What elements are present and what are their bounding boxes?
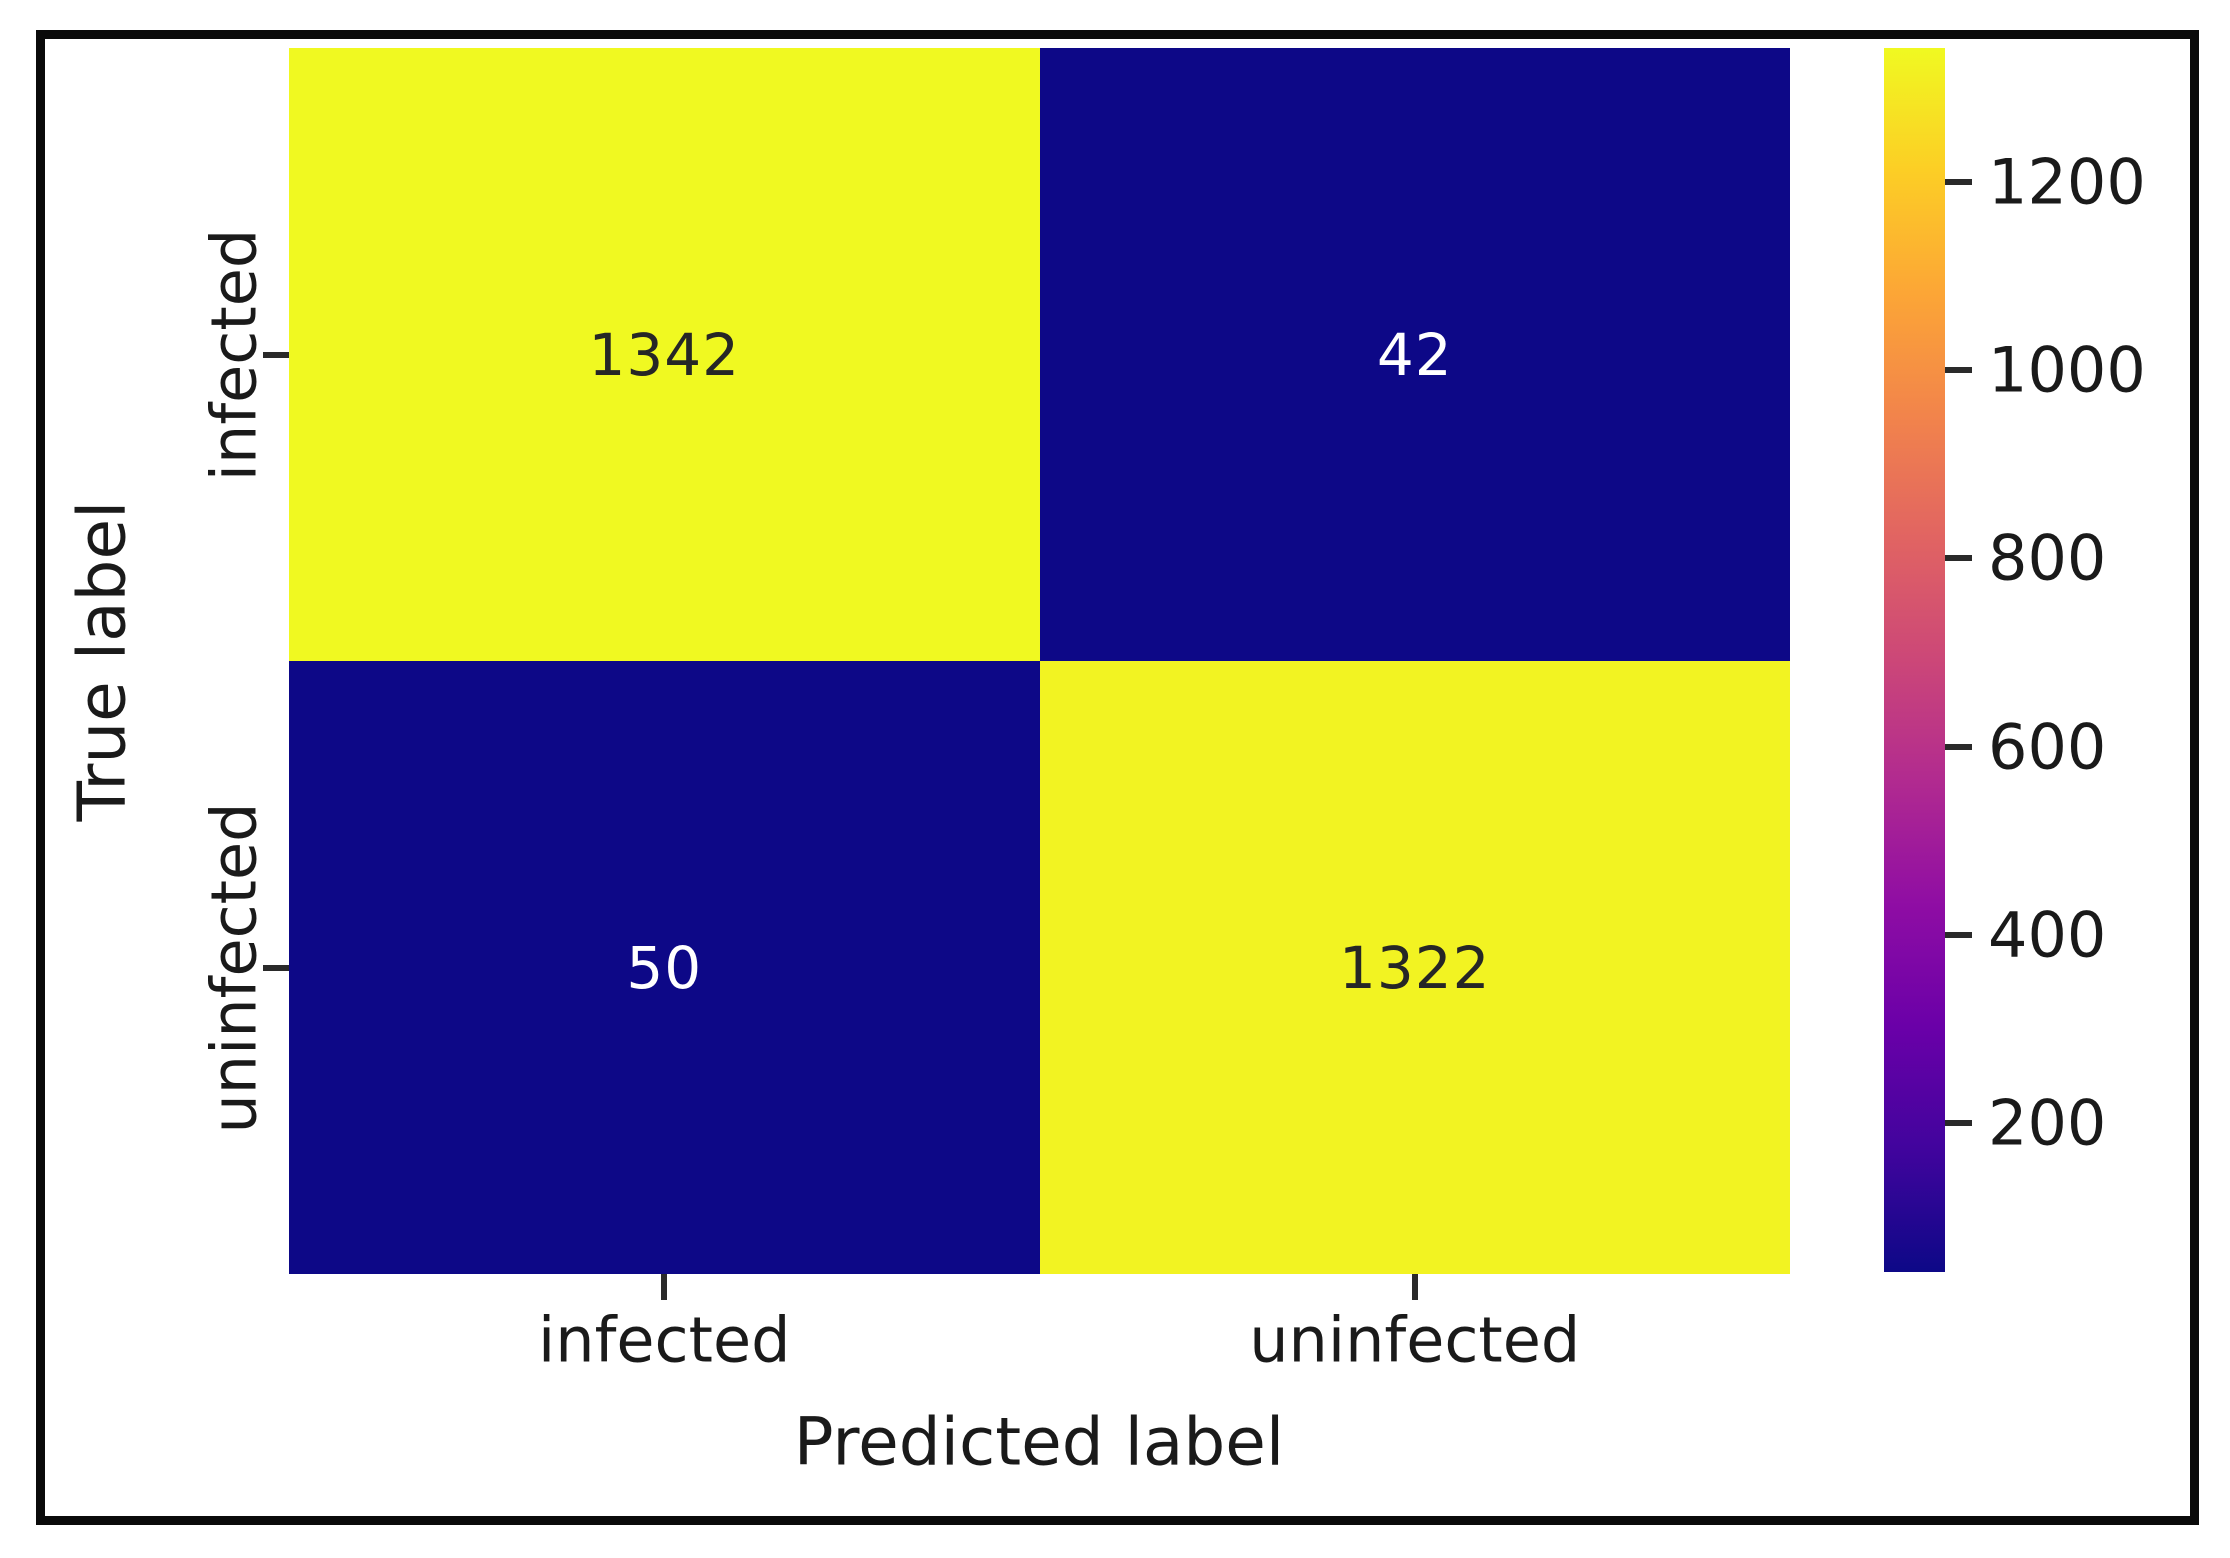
cell-value: 1342 bbox=[588, 320, 741, 389]
y-tick-label: infected bbox=[197, 228, 271, 481]
colorbar-tick-mark bbox=[1945, 1120, 1972, 1127]
x-tick-label: infected bbox=[538, 1303, 791, 1377]
heatmap-cell: 1322 bbox=[1039, 661, 1790, 1274]
y-tick-mark bbox=[263, 351, 289, 358]
colorbar-tick-label: 200 bbox=[1988, 1086, 2107, 1160]
y-axis-title: True label bbox=[63, 500, 141, 822]
heatmap-cell: 42 bbox=[1039, 48, 1790, 661]
colorbar-tick-label: 400 bbox=[1988, 898, 2107, 972]
x-tick-mark bbox=[661, 1274, 668, 1300]
cell-value: 42 bbox=[1376, 320, 1453, 389]
colorbar-tick-mark bbox=[1945, 931, 1972, 938]
y-tick-label: uninfected bbox=[197, 802, 271, 1133]
cell-value: 50 bbox=[626, 933, 703, 1002]
heatmap-cell: 1342 bbox=[289, 48, 1040, 661]
colorbar-tick-mark bbox=[1945, 178, 1972, 185]
colorbar-tick-mark bbox=[1945, 743, 1972, 750]
colorbar-tick-label: 1200 bbox=[1988, 145, 2146, 219]
y-tick-mark bbox=[263, 964, 289, 971]
colorbar-tick-mark bbox=[1945, 367, 1972, 373]
x-axis-title: Predicted label bbox=[793, 1403, 1285, 1481]
colorbar-tick-label: 600 bbox=[1988, 710, 2107, 784]
colorbar-tick-mark bbox=[1945, 555, 1972, 562]
cell-value: 1322 bbox=[1338, 933, 1491, 1002]
colorbar-tick-label: 800 bbox=[1988, 521, 2107, 595]
colorbar bbox=[1884, 48, 1945, 1272]
x-tick-mark bbox=[1411, 1274, 1418, 1300]
x-tick-label: uninfected bbox=[1249, 1303, 1581, 1377]
heatmap-cell: 50 bbox=[289, 661, 1040, 1274]
heatmap-grid: 1342 42 50 1322 bbox=[289, 48, 1790, 1274]
colorbar-tick-label: 1000 bbox=[1988, 333, 2146, 407]
